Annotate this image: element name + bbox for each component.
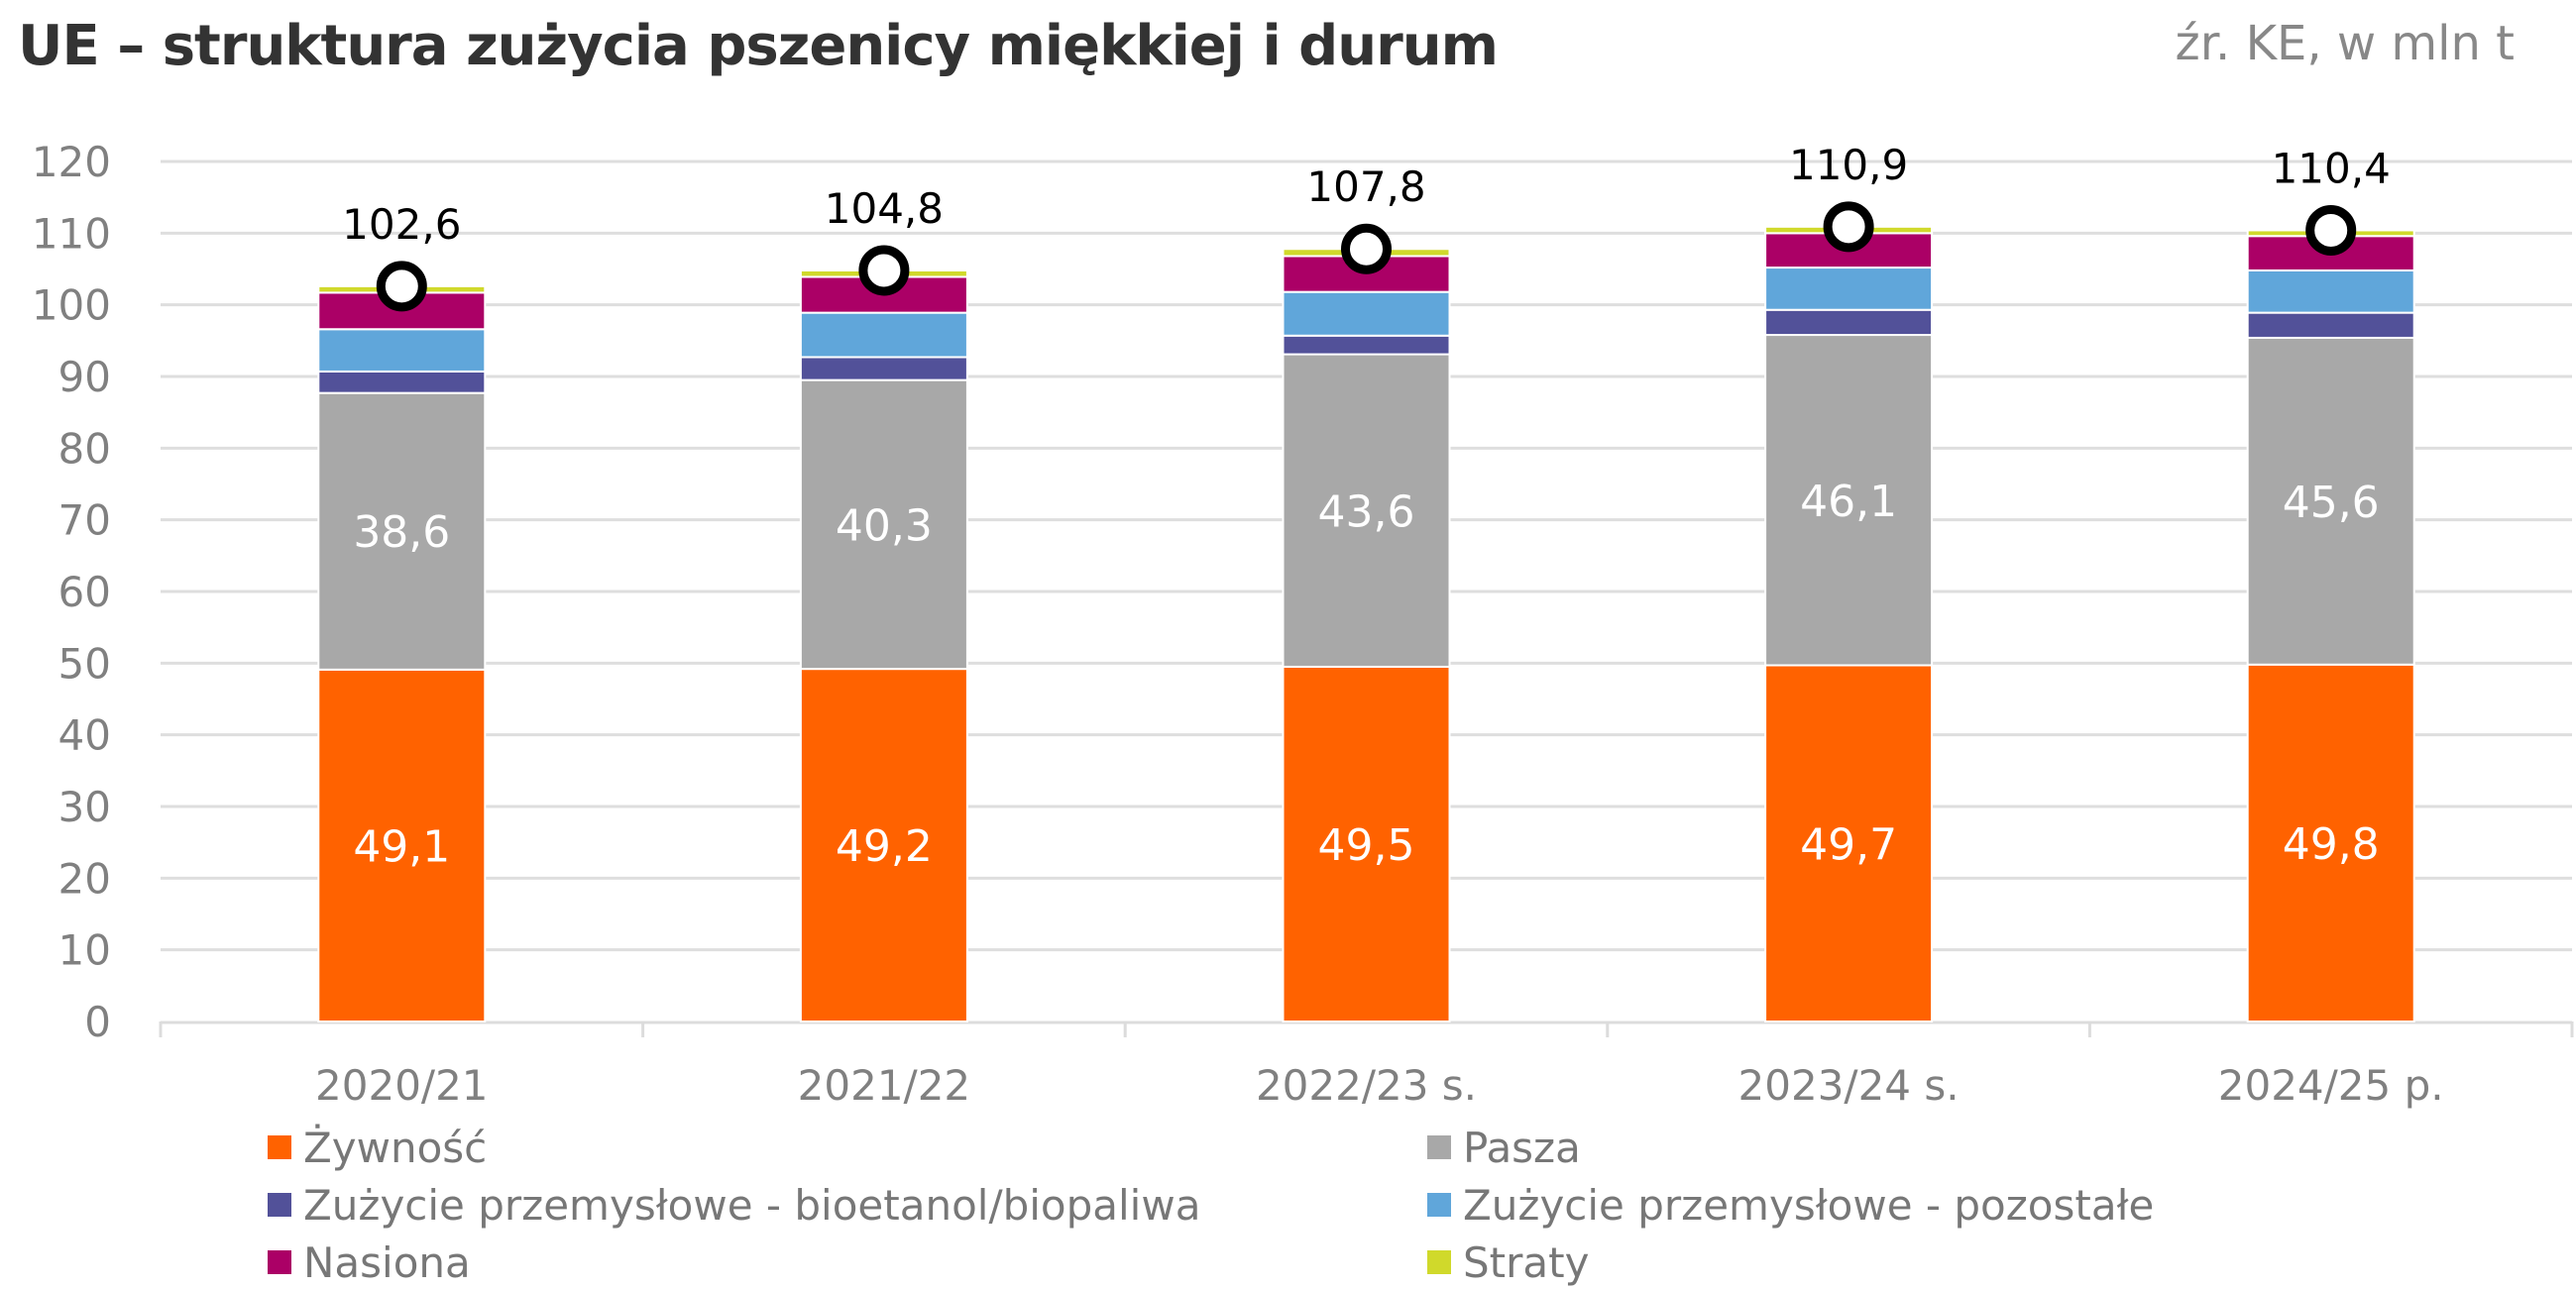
total-marker bbox=[2305, 204, 2357, 256]
bar-data-label: 38,6 bbox=[353, 507, 450, 558]
bar-segment-zużycie-przemysłowe-pozostałe bbox=[1282, 290, 1451, 337]
y-tick-label: 60 bbox=[58, 568, 111, 616]
x-category-label: 2023/24 s. bbox=[1738, 1061, 1960, 1110]
bar-segment-pasza bbox=[317, 391, 487, 671]
total-data-label: 102,6 bbox=[342, 200, 461, 249]
total-data-label: 110,4 bbox=[2272, 144, 2391, 192]
y-tick-label: 70 bbox=[58, 496, 111, 545]
legend-swatch bbox=[268, 1250, 291, 1274]
legend-label: Nasiona bbox=[303, 1237, 471, 1287]
y-tick-label: 10 bbox=[58, 926, 111, 975]
legend-item-pozostale: Zużycie przemysłowe - pozostałe bbox=[1427, 1177, 2418, 1233]
chart-legend: Żywność Pasza Zużycie przemysłowe - bioe… bbox=[268, 1120, 2547, 1290]
legend-swatch bbox=[1427, 1135, 1451, 1159]
x-category-label: 2021/22 bbox=[798, 1061, 970, 1110]
y-tick-label: 90 bbox=[58, 353, 111, 401]
total-data-label: 107,8 bbox=[1306, 162, 1425, 211]
bar-segment-zużycie-przemysłowe-pozostałe bbox=[317, 328, 487, 373]
y-tick-label: 20 bbox=[58, 854, 111, 903]
legend-label: Żywność bbox=[303, 1123, 488, 1172]
bar-segment-zużycie-przemysłowe-pozostałe bbox=[799, 311, 968, 359]
bar-data-label: 49,2 bbox=[836, 821, 933, 872]
legend-item-nasiona: Nasiona bbox=[268, 1235, 1427, 1290]
bar-data-label: 46,1 bbox=[1800, 477, 1897, 527]
legend-item-bioetanol: Zużycie przemysłowe - bioetanol/biopaliw… bbox=[268, 1177, 1427, 1233]
legend-swatch bbox=[1427, 1193, 1451, 1217]
legend-label: Zużycie przemysłowe - pozostałe bbox=[1463, 1180, 2155, 1230]
bar-data-label: 49,7 bbox=[1800, 819, 1897, 870]
total-marker bbox=[376, 261, 427, 312]
total-data-label: 104,8 bbox=[825, 184, 944, 233]
bar-data-label: 49,5 bbox=[1318, 820, 1415, 871]
bar-segment-zużycie-przemysłowe-bioetanol-biopaliwa bbox=[317, 370, 487, 394]
y-tick-label: 30 bbox=[58, 783, 111, 831]
legend-swatch bbox=[268, 1193, 291, 1217]
chart-source-note: źr. KE, w mln t bbox=[2175, 16, 2515, 71]
legend-item-straty: Straty bbox=[1427, 1235, 2418, 1290]
bar-data-label: 49,1 bbox=[353, 821, 450, 872]
legend-label: Zużycie przemysłowe - bioetanol/biopaliw… bbox=[303, 1180, 1201, 1230]
y-tick-label: 40 bbox=[58, 711, 111, 760]
y-tick-label: 0 bbox=[84, 998, 111, 1046]
y-tick-label: 120 bbox=[32, 138, 111, 186]
x-category-label: 2020/21 bbox=[315, 1061, 488, 1110]
stacked-bar-chart: 0 10 20 30 40 50 60 70 80 90 100 110 120 49,1 38,6 2020… bbox=[32, 138, 2574, 1110]
total-marker bbox=[858, 245, 910, 296]
bar-segment-żywność bbox=[799, 668, 968, 1022]
legend-item-zywnosc: Żywność bbox=[268, 1120, 1427, 1175]
y-tick-label: 80 bbox=[58, 424, 111, 473]
bar-segment-żywność bbox=[1282, 665, 1451, 1022]
bar-data-label: 43,6 bbox=[1318, 486, 1415, 537]
legend-label: Straty bbox=[1463, 1237, 1590, 1287]
y-tick-label: 100 bbox=[32, 281, 111, 330]
legend-swatch bbox=[1427, 1250, 1451, 1274]
x-category-label: 2024/25 p. bbox=[2218, 1061, 2444, 1110]
x-category-label: 2022/23 s. bbox=[1256, 1061, 1477, 1110]
total-marker bbox=[1341, 223, 1392, 274]
legend-item-pasza: Pasza bbox=[1427, 1120, 2418, 1175]
bar-segment-żywność bbox=[1764, 664, 1934, 1023]
bar-segment-zużycie-przemysłowe-pozostałe bbox=[1764, 267, 1934, 311]
bar-data-label: 49,8 bbox=[2283, 819, 2380, 870]
bar-segment-zużycie-przemysłowe-bioetanol-biopaliwa bbox=[2246, 311, 2415, 339]
bar-segment-pasza bbox=[799, 378, 968, 671]
total-data-label: 110,9 bbox=[1789, 141, 1908, 189]
bar-segment-zużycie-przemysłowe-bioetanol-biopaliwa bbox=[799, 356, 968, 381]
total-marker bbox=[1823, 201, 1874, 253]
bar-segment-zużycie-przemysłowe-bioetanol-biopaliwa bbox=[1764, 308, 1934, 337]
bar-segment-pasza bbox=[1764, 334, 1934, 667]
chart-title: UE – struktura zużycia pszenicy miękkiej… bbox=[18, 14, 1499, 78]
legend-label: Pasza bbox=[1463, 1123, 1581, 1172]
bar-data-label: 40,3 bbox=[836, 500, 933, 551]
y-tick-label: 110 bbox=[32, 209, 111, 258]
bar-segment-zużycie-przemysłowe-pozostałe bbox=[2246, 269, 2415, 314]
y-tick-label: 50 bbox=[58, 639, 111, 688]
bar-segment-zużycie-przemysłowe-bioetanol-biopaliwa bbox=[1282, 334, 1451, 356]
bar-segment-pasza bbox=[1282, 353, 1451, 668]
legend-swatch bbox=[268, 1135, 291, 1159]
bar-data-label: 45,6 bbox=[2283, 478, 2380, 528]
bar-segment-pasza bbox=[2246, 336, 2415, 666]
